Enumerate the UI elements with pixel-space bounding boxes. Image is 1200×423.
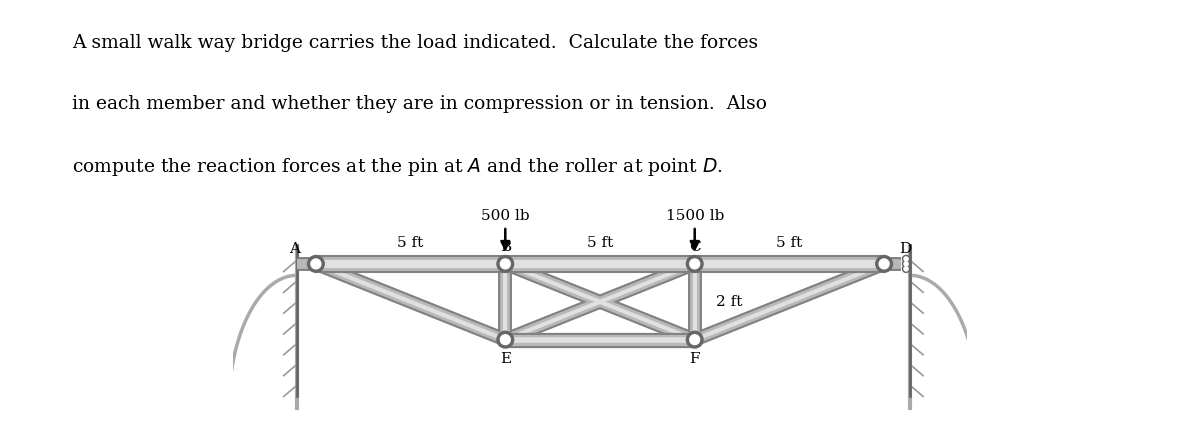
Circle shape	[497, 255, 514, 272]
Text: 5 ft: 5 ft	[776, 236, 803, 250]
Circle shape	[307, 255, 324, 272]
Text: A: A	[289, 242, 300, 255]
Text: F: F	[690, 352, 700, 366]
Text: 2 ft: 2 ft	[715, 295, 742, 309]
Text: compute the reaction forces at the pin at $A$ and the roller at point $D$.: compute the reaction forces at the pin a…	[72, 156, 722, 178]
Circle shape	[311, 259, 320, 269]
Text: 1500 lb: 1500 lb	[666, 209, 724, 223]
Circle shape	[690, 335, 700, 345]
Circle shape	[880, 259, 889, 269]
Circle shape	[904, 257, 908, 261]
Text: 5 ft: 5 ft	[397, 236, 424, 250]
Circle shape	[902, 260, 910, 267]
Text: D: D	[899, 242, 911, 255]
Circle shape	[902, 265, 910, 272]
Circle shape	[686, 255, 703, 272]
Circle shape	[500, 259, 510, 269]
Circle shape	[876, 255, 893, 272]
Text: C: C	[689, 240, 701, 254]
Circle shape	[904, 262, 908, 266]
Circle shape	[500, 335, 510, 345]
Text: E: E	[499, 352, 511, 366]
Text: 500 lb: 500 lb	[481, 209, 529, 223]
Text: B: B	[499, 240, 511, 254]
Circle shape	[690, 259, 700, 269]
Circle shape	[686, 331, 703, 348]
Circle shape	[902, 255, 910, 263]
Circle shape	[904, 267, 908, 271]
Text: in each member and whether they are in compression or in tension.  Also: in each member and whether they are in c…	[72, 95, 767, 113]
Circle shape	[497, 331, 514, 348]
Text: 5 ft: 5 ft	[587, 236, 613, 250]
Text: A small walk way bridge carries the load indicated.  Calculate the forces: A small walk way bridge carries the load…	[72, 34, 758, 52]
